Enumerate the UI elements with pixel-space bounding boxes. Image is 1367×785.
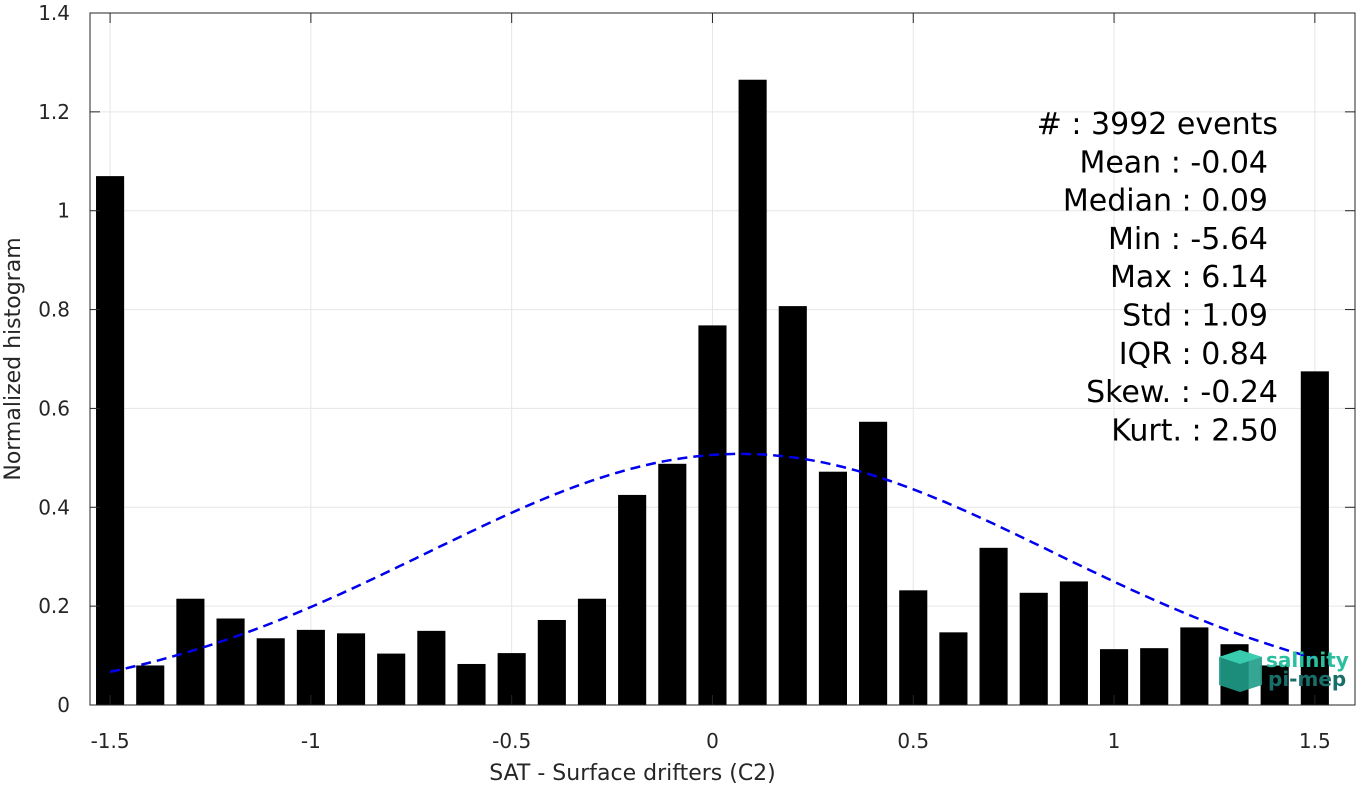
histogram-bars [96, 79, 1329, 706]
histogram-bar [899, 590, 928, 705]
histogram-bar [1019, 592, 1048, 705]
logo-text-salinity: salinity [1266, 648, 1349, 672]
y-tick-label: 0.4 [38, 495, 70, 519]
histogram-bar [1300, 371, 1329, 705]
histogram-bar [1140, 648, 1169, 705]
stats-line: Std : 1.09 [1122, 299, 1268, 334]
histogram-bar [96, 176, 125, 706]
histogram-bar [859, 421, 888, 705]
stats-line: Skew. : -0.24 [1086, 375, 1278, 410]
y-tick-label: 1 [57, 199, 70, 223]
y-axis-label: Normalized histogram [1, 237, 26, 480]
logo-text-pimep: pi-mep [1268, 667, 1346, 691]
y-tick-label: 0.6 [38, 396, 70, 420]
grid-lines [90, 12, 1355, 706]
histogram-bar [457, 663, 486, 705]
histogram-bar [618, 494, 647, 705]
x-axis-label: SAT - Surface drifters (C2) [489, 761, 776, 785]
x-tick-label: 1 [1108, 729, 1121, 753]
gaussian-fit-curve [109, 452, 1316, 674]
axis-ticks: -1.5 -1 -0.5 0 0.5 1 1.5 0 0.2 0.4 0.6 0.8 1 1.2 1.4 [38, 1, 1355, 753]
x-tick-label: 0 [706, 729, 719, 753]
y-tick-label: 1.2 [38, 100, 70, 124]
histogram-bar [818, 471, 847, 705]
histogram-bar [939, 632, 968, 705]
logo-cube-top [1219, 650, 1262, 664]
histogram-bar [738, 79, 767, 705]
histogram-bar [136, 665, 165, 705]
histogram-bar [537, 619, 566, 705]
histogram-bar [658, 463, 687, 705]
stats-line: Mean : -0.04 [1079, 145, 1268, 180]
axes-box [89, 12, 1356, 706]
x-tick-label: -1 [301, 729, 321, 753]
y-tick-label: 0.2 [38, 594, 70, 618]
histogram-bar [979, 547, 1008, 705]
histogram-bar [336, 633, 366, 705]
stats-line: Max : 6.14 [1110, 260, 1268, 295]
stats-line: Kurt. : 2.50 [1111, 413, 1278, 448]
stats-line: Median : 0.09 [1063, 184, 1268, 219]
histogram-bar [778, 306, 807, 705]
histogram-bar [1059, 581, 1088, 705]
x-tick-label: -0.5 [492, 729, 531, 753]
histogram-bar [216, 618, 245, 705]
y-tick-label: 0.8 [38, 298, 70, 322]
x-tick-label: 0.5 [897, 729, 929, 753]
x-tick-label: -1.5 [91, 729, 130, 753]
y-tick-label: 0 [57, 693, 70, 717]
histogram-bar [256, 638, 285, 705]
histogram-bar [577, 598, 607, 705]
salinity-pimep-logo: salinity pi-mep [1219, 648, 1349, 692]
stats-line: # : 3992 events [1037, 107, 1278, 142]
histogram-bar [296, 629, 325, 705]
histogram-bar [1180, 627, 1209, 705]
stats-line: Min : -5.64 [1108, 222, 1268, 257]
histogram-bar [377, 653, 406, 705]
y-tick-label: 1.4 [38, 1, 70, 25]
histogram-bar [1260, 665, 1289, 705]
histogram-bar [417, 630, 446, 705]
stats-line: IQR : 0.84 [1119, 337, 1268, 372]
x-tick-label: 1.5 [1299, 729, 1331, 753]
histogram-bar [698, 325, 727, 705]
